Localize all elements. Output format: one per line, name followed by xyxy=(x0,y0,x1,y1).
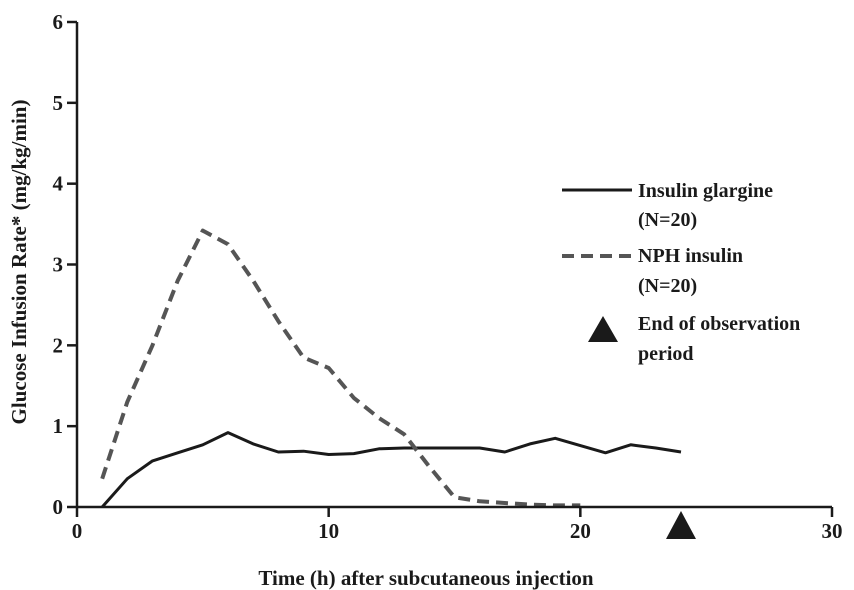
x-tick-label-2: 20 xyxy=(570,519,591,543)
legend-label-end-observation: End of observation xyxy=(638,313,800,335)
y-tick-label-6: 6 xyxy=(53,10,64,34)
x-tick-label-3: 30 xyxy=(822,519,843,543)
y-tick-label-5: 5 xyxy=(53,91,64,115)
marker-layer xyxy=(666,511,696,539)
y-axis-title: Glucose Infusion Rate* (mg/kg/min) xyxy=(7,100,31,425)
x-tick-label-0: 0 xyxy=(72,519,83,543)
y-tick-label-0: 0 xyxy=(53,495,64,519)
x-tick-labels: 0 10 20 30 xyxy=(72,519,843,543)
legend: Insulin glargine (N=20) NPH insulin (N=2… xyxy=(562,180,800,365)
x-tick-label-1: 10 xyxy=(318,519,339,543)
y-tick-label-2: 2 xyxy=(53,333,64,357)
series-layer xyxy=(100,228,682,508)
y-tick-labels: 0 1 2 3 4 5 6 xyxy=(53,10,64,519)
legend-triangle-marker xyxy=(588,316,618,342)
x-axis-title: Time (h) after subcutaneous injection xyxy=(258,566,594,590)
end-observation-marker xyxy=(666,511,696,539)
legend-label-nph-insulin: NPH insulin xyxy=(638,245,743,267)
y-tick-label-3: 3 xyxy=(53,253,64,277)
legend-label-end-observation-line2: period xyxy=(638,343,694,365)
legend-label-nph-insulin-n: (N=20) xyxy=(638,275,697,297)
axes-layer xyxy=(67,20,834,517)
y-tick-label-4: 4 xyxy=(53,172,64,196)
y-tick-label-1: 1 xyxy=(53,414,64,438)
legend-label-insulin-glargine-n: (N=20) xyxy=(638,209,697,231)
series-line-insulin-glargine xyxy=(101,431,682,508)
series-line-nph-insulin xyxy=(100,228,581,508)
legend-label-insulin-glargine: Insulin glargine xyxy=(638,180,773,202)
